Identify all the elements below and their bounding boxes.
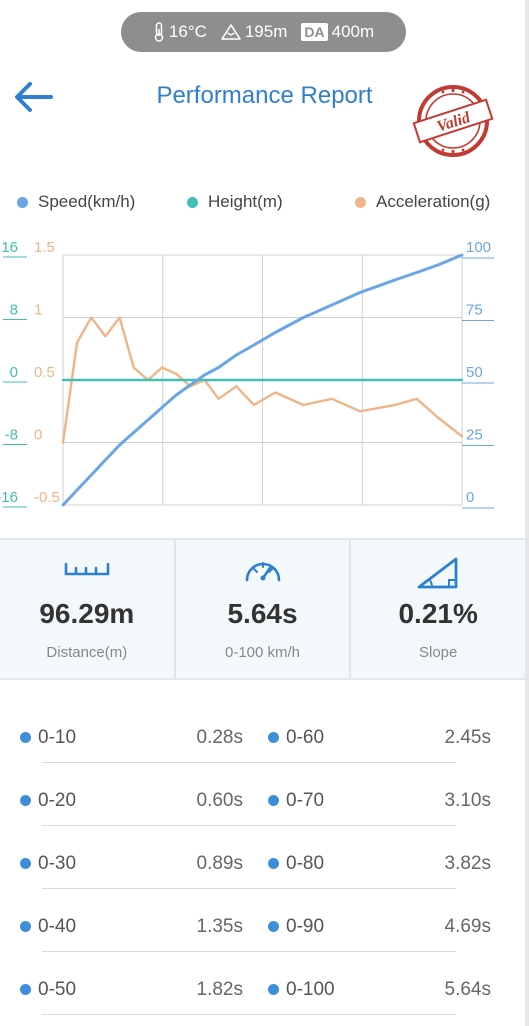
split-dot-icon [268, 921, 279, 932]
density-altitude-item: DA 400m [301, 22, 374, 42]
legend-item-speed[interactable]: Speed(km/h) [17, 192, 135, 212]
speed-axis-tick: 50 [466, 364, 483, 381]
legend-acceleration-label: Acceleration(g) [376, 192, 491, 211]
split-left-label: 0-50 [38, 979, 77, 1000]
height-axis-tick: 8 [10, 302, 18, 319]
acceleration-axis-tick: 1 [34, 302, 42, 319]
legend-speed-label: Speed(km/h) [38, 192, 136, 211]
split-dot-icon [268, 732, 279, 743]
slope-icon [417, 557, 458, 589]
split-left-value: 0.28s [196, 727, 243, 748]
split-right-label: 0-70 [286, 790, 325, 811]
split-right-label: 0-80 [286, 853, 325, 874]
stat-slope-label: Slope [418, 644, 458, 661]
split-left-label: 0-40 [38, 916, 77, 937]
speedometer-icon [245, 562, 280, 582]
summary-stats: 96.29m Distance(m) 5.64s 0-100 km/h 0.21… [0, 538, 525, 680]
legend-height-label: Height(m) [208, 192, 283, 211]
split-right-label: 0-100 [286, 979, 335, 1000]
height-dot-icon [187, 196, 198, 208]
density-altitude-value: 400m [331, 22, 375, 41]
altitude-item: 195m [221, 22, 288, 42]
density-altitude-badge: DA [301, 23, 328, 41]
back-arrow-icon [15, 82, 53, 112]
speed-dot-icon [17, 196, 28, 208]
chart-series [61, 253, 464, 507]
acceleration-axis-tick: 0.5 [34, 364, 55, 381]
acceleration-axis-tick: 1.5 [34, 239, 55, 256]
split-right-label: 0-60 [286, 727, 325, 748]
split-left-value: 1.82s [196, 979, 243, 1000]
acceleration-dot-icon [355, 196, 366, 208]
speed-axis-tick: 75 [466, 302, 483, 319]
height-axis-tick: -8 [5, 427, 18, 444]
back-button[interactable] [12, 79, 56, 115]
split-left-value: 0.89s [196, 853, 243, 874]
split-dot-icon [268, 858, 279, 869]
split-times-list: 0-10 0.28s 0-60 2.45s 0-20 0.60s 0-70 3.… [0, 700, 525, 1015]
split-right-value: 4.69s [444, 916, 491, 937]
thermometer-icon [154, 22, 164, 42]
row-divider [42, 951, 456, 952]
split-right-label: 0-90 [286, 916, 325, 937]
chart-legend: Speed(km/h) Height(m) Acceleration(g) [0, 192, 529, 216]
split-dot-icon [20, 858, 31, 869]
speed-axis-tick: 100 [466, 239, 491, 256]
row-divider [42, 762, 456, 763]
performance-chart[interactable]: 16 1.5 100 81 75 0 0.5 50 -8 0 25 -16 -0.5 0 [0, 230, 510, 520]
split-dot-icon [20, 984, 31, 995]
split-dot-icon [268, 795, 279, 806]
temperature-item: 16°C [153, 22, 207, 42]
legend-item-height[interactable]: Height(m) [187, 192, 283, 212]
split-right-value: 2.45s [444, 727, 491, 748]
stat-distance-value: 96.29m [39, 598, 135, 629]
split-left-label: 0-30 [38, 853, 77, 874]
stat-time-value: 5.64s [227, 598, 298, 629]
split-row: 0-40 1.35s 0-90 4.69s [0, 889, 525, 952]
acceleration-line [61, 316, 464, 444]
row-divider [42, 888, 456, 889]
altitude-value: 195m [244, 22, 288, 41]
split-left-value: 0.60s [196, 790, 243, 811]
height-axis-tick: 0 [10, 364, 18, 381]
chart-axis-ticks: 16 1.5 100 81 75 0 0.5 50 -8 0 25 -16 -0.5 0 [0, 239, 494, 509]
temperature-value: 16°C [168, 22, 207, 41]
split-right-value: 3.10s [444, 790, 491, 811]
split-right-value: 5.64s [444, 979, 491, 1000]
height-axis-tick: 16 [1, 239, 18, 256]
stat-acceleration-time: 5.64s 0-100 km/h [173, 540, 350, 678]
legend-item-acceleration[interactable]: Acceleration(g) [355, 192, 490, 212]
stat-distance: 96.29m Distance(m) [0, 540, 174, 678]
row-divider [42, 1014, 456, 1015]
split-row: 0-30 0.89s 0-80 3.82s [0, 826, 525, 889]
height-axis-tick: -16 [0, 489, 18, 506]
stat-time-label: 0-100 km/h [224, 644, 301, 661]
stat-slope: 0.21% Slope [349, 540, 525, 678]
mountain-icon [221, 24, 241, 40]
split-row: 0-20 0.60s 0-70 3.10s [0, 763, 525, 826]
split-dot-icon [268, 984, 279, 995]
speed-axis-tick: 25 [466, 427, 483, 444]
screen-edge [525, 0, 529, 1026]
split-right-value: 3.82s [444, 853, 491, 874]
acceleration-axis-tick: -0.5 [34, 489, 60, 506]
ruler-icon [64, 562, 110, 576]
row-divider [42, 825, 456, 826]
split-left-label: 0-20 [38, 790, 77, 811]
split-left-value: 1.35s [196, 916, 243, 937]
stat-distance-label: Distance(m) [46, 644, 128, 661]
split-row: 0-50 1.82s 0-100 5.64s [0, 952, 525, 1015]
split-dot-icon [20, 795, 31, 806]
page-title: Performance Report [156, 82, 373, 109]
stat-slope-value: 0.21% [398, 598, 478, 629]
split-left-label: 0-10 [38, 727, 77, 748]
split-dot-icon [20, 732, 31, 743]
speed-axis-tick: 0 [466, 489, 474, 506]
acceleration-axis-tick: 0 [34, 427, 42, 444]
valid-stamp: Valid [412, 85, 494, 157]
split-dot-icon [20, 921, 31, 932]
split-row: 0-10 0.28s 0-60 2.45s [0, 700, 525, 763]
speed-line [61, 253, 464, 507]
environment-pill: 16°C 195m DA 400m [121, 12, 406, 52]
